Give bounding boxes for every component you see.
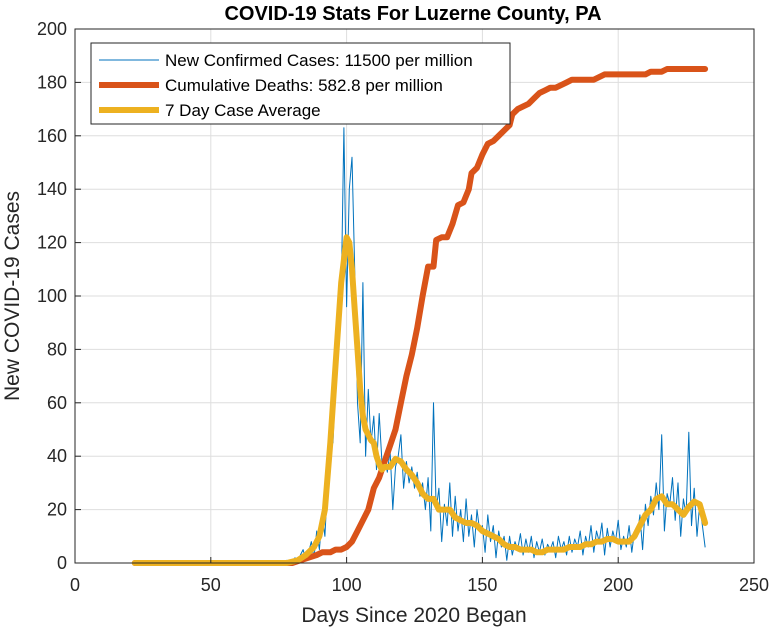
legend-box	[90, 42, 511, 125]
series-line-cumulative-deaths	[131, 66, 709, 566]
legend-label-new-cases: New Confirmed Cases: 11500 per million	[165, 51, 473, 70]
y-tick-label: 120	[37, 233, 67, 253]
y-tick-label: 180	[37, 72, 67, 92]
x-tick-label: 200	[603, 575, 633, 595]
y-tick-label: 200	[37, 19, 67, 39]
y-tick-label: 60	[47, 393, 67, 413]
y-tick-label: 80	[47, 339, 67, 359]
series-line-seven-day-average	[131, 234, 709, 566]
series-lines	[131, 66, 709, 566]
chart-title: COVID-19 Stats For Luzerne County, PA	[224, 3, 601, 25]
y-tick-label: 0	[57, 553, 67, 573]
legend: New Confirmed Cases: 11500 per million C…	[90, 42, 511, 125]
y-tick-label: 100	[37, 286, 67, 306]
x-tick-label: 250	[739, 575, 769, 595]
legend-label-cumulative-deaths: Cumulative Deaths: 582.8 per million	[165, 76, 443, 95]
x-axis-label: Days Since 2020 Began	[301, 604, 526, 627]
x-tick-label: 0	[70, 575, 80, 595]
y-tick-label: 140	[37, 179, 67, 199]
y-tick-label: 160	[37, 126, 67, 146]
legend-label-seven-day-average: 7 Day Case Average	[165, 101, 321, 120]
x-tick-label: 150	[467, 575, 497, 595]
y-axis-label: New COVID-19 Cases	[1, 191, 24, 401]
x-tick-label: 50	[201, 575, 221, 595]
y-tick-label: 20	[47, 500, 67, 520]
axis-ticks: 0 50 100 150 200 250 0 20 40 60 80 100 120 140 160 180 2…	[37, 19, 769, 595]
y-tick-label: 40	[47, 446, 67, 466]
x-tick-label: 100	[332, 575, 362, 595]
